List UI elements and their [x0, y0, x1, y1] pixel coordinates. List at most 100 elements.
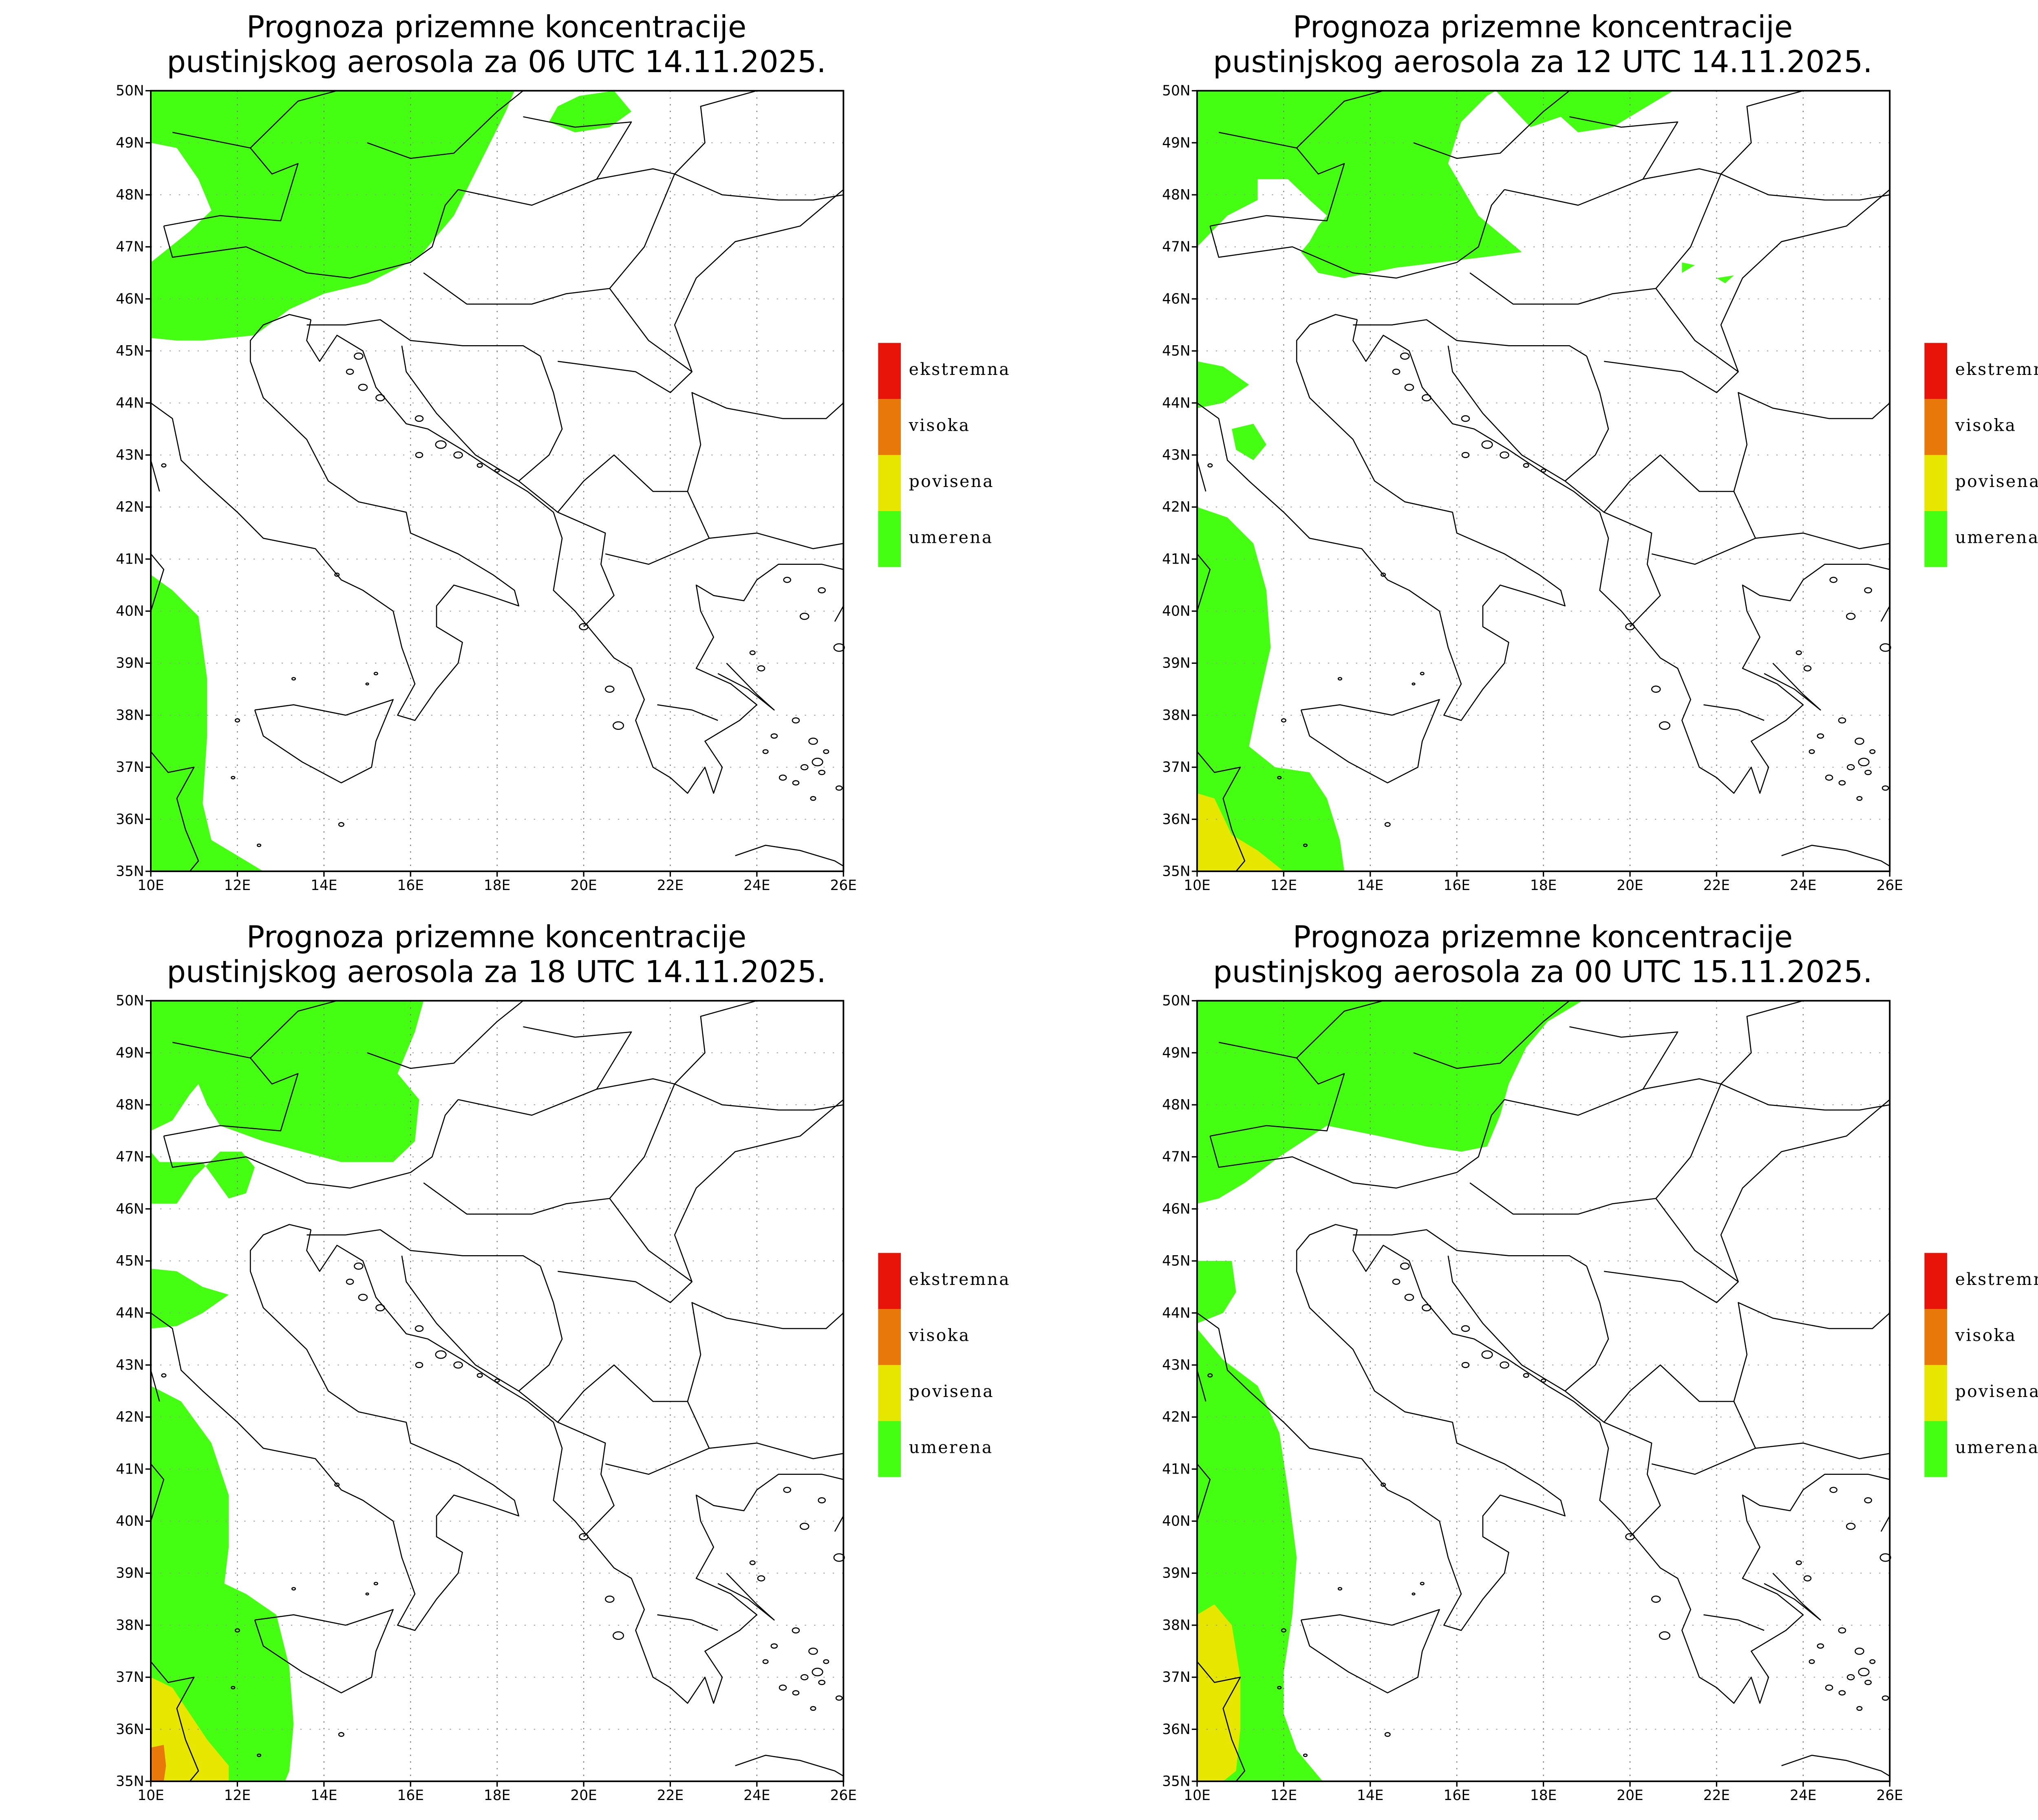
panel-title-line1: Prognoza prizemne koncentracije: [246, 921, 747, 956]
island: [1412, 682, 1416, 685]
y-tick-label: 35N: [1162, 864, 1190, 880]
country-border: [1447, 346, 1566, 482]
y-tick-label: 48N: [1162, 187, 1190, 203]
legend: ekstremna visoka povisena umerena: [878, 343, 1009, 567]
island: [579, 1533, 589, 1540]
coastline: [254, 699, 394, 784]
base-map: [150, 1000, 845, 1782]
country-border: [1564, 1364, 1756, 1449]
island: [818, 587, 826, 594]
island: [812, 1668, 823, 1677]
concentration-area-umerena: [1197, 507, 1345, 872]
island: [1846, 764, 1855, 771]
concentration-fields: [150, 90, 632, 872]
country-border: [250, 90, 337, 149]
island: [792, 1690, 800, 1696]
island: [1838, 780, 1846, 786]
island: [161, 463, 167, 468]
x-tick-label: 12E: [1270, 1787, 1297, 1804]
island: [494, 468, 500, 473]
y-tick-label: 47N: [1162, 1149, 1190, 1165]
island: [1461, 452, 1470, 458]
coastline: [717, 663, 775, 711]
island: [1855, 737, 1864, 745]
island: [1400, 1263, 1410, 1270]
legend-swatch-visoka: [1924, 399, 1948, 455]
y-tick-label: 42N: [1162, 1409, 1190, 1426]
country-border: [558, 1198, 693, 1303]
island: [435, 1350, 447, 1359]
island: [353, 1263, 364, 1270]
y-tick-label: 39N: [116, 1565, 144, 1582]
island: [1795, 650, 1802, 655]
island: [1817, 733, 1824, 739]
island: [1541, 1378, 1546, 1383]
country-border: [1413, 1000, 1570, 1069]
x-tick-label: 26E: [830, 877, 857, 894]
y-tick-label: 35N: [116, 1774, 144, 1790]
panel-title: Prognoza prizemne koncentracije pustinjs…: [1196, 921, 1890, 990]
legend-swatch-ekstremna: [878, 343, 901, 399]
y-tick-label: 50N: [1162, 83, 1190, 99]
island: [1461, 1325, 1470, 1332]
coastline: [657, 704, 718, 721]
island: [1392, 368, 1401, 375]
country-border: [1604, 1198, 1739, 1303]
island: [435, 440, 447, 449]
y-tick-label: 41N: [116, 1461, 144, 1477]
island: [808, 1647, 818, 1655]
y-tick-label: 37N: [116, 1669, 144, 1686]
island: [835, 1695, 843, 1701]
legend: ekstremna visoka povisena umerena: [878, 1253, 1009, 1477]
country-border: [1569, 1026, 1678, 1090]
x-tick-label: 20E: [570, 877, 597, 894]
island: [1461, 415, 1470, 422]
y-tick-label: 38N: [116, 707, 144, 723]
x-tick-label: 22E: [657, 877, 684, 894]
island: [1855, 1647, 1864, 1655]
legend-label-povisena: povisena: [909, 472, 994, 491]
legend-swatch-ekstremna: [878, 1253, 901, 1309]
country-border: [367, 90, 524, 159]
island: [256, 1753, 262, 1757]
island: [1207, 1373, 1213, 1378]
island: [770, 733, 778, 739]
island: [1277, 776, 1282, 780]
y-tick-label: 38N: [116, 1617, 144, 1633]
coastline: [657, 1614, 718, 1631]
x-tick-label: 12E: [224, 1787, 251, 1804]
island: [833, 1553, 845, 1562]
island: [453, 1361, 463, 1369]
forecast-map: 10E 12E 14E 16E 18E 20E 22E 24E 26E 50N 49N 48N 47N 4…: [1162, 993, 2038, 1804]
y-tick-label: 48N: [1162, 1097, 1190, 1113]
legend-label-visoka: visoka: [909, 416, 970, 435]
country-border: [401, 346, 519, 482]
panel-title: Prognoza prizemne koncentracije pustinjs…: [150, 921, 844, 990]
coastline: [150, 1463, 165, 1521]
island: [256, 843, 262, 847]
island: [779, 1684, 787, 1691]
island: [231, 1686, 236, 1690]
concentration-area-povisena: [1197, 1604, 1241, 1782]
coastline: [1197, 314, 1566, 721]
island: [373, 1582, 378, 1586]
coastline: [150, 460, 160, 492]
country-border: [518, 1364, 710, 1449]
island: [1651, 1595, 1661, 1603]
island: [1207, 463, 1213, 468]
country-border: [1564, 1266, 1609, 1392]
country-border: [250, 1000, 337, 1059]
y-tick-label: 43N: [1162, 447, 1190, 463]
y-tick-label: 49N: [1162, 1045, 1190, 1061]
coastline: [150, 1224, 519, 1631]
country-border: [423, 1084, 675, 1215]
concentration-area-umerena: [1197, 1000, 1583, 1204]
island: [1303, 1753, 1308, 1757]
y-tick-label: 43N: [1162, 1357, 1190, 1373]
island: [1281, 1628, 1286, 1633]
legend-swatch-visoka: [878, 1309, 901, 1365]
island: [792, 717, 800, 724]
island: [799, 613, 809, 620]
island: [1659, 721, 1671, 730]
country-border: [1720, 1000, 1804, 1084]
